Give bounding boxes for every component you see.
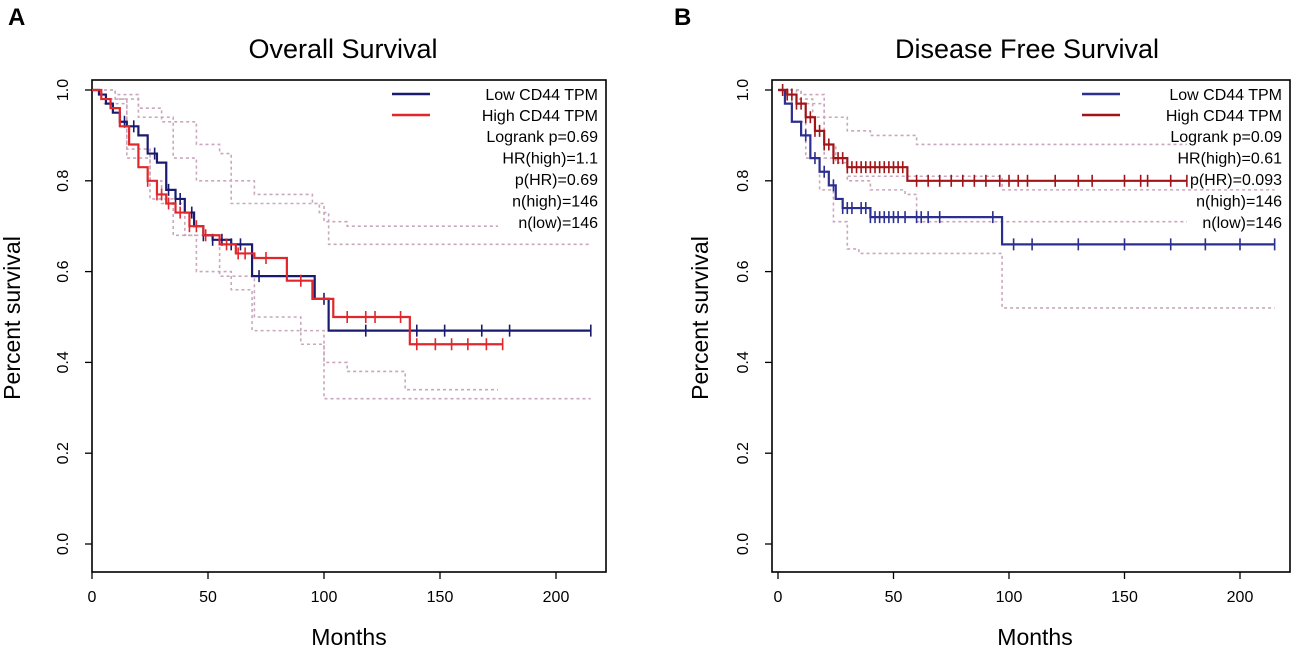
confidence-bands-a bbox=[92, 89, 591, 400]
survival-curve-high-cd44-tpm bbox=[778, 88, 1187, 182]
survival-curve-high-cd44-tpm bbox=[92, 88, 503, 346]
x-tick-label: 150 bbox=[1111, 589, 1138, 606]
x-axis-label-a: Months bbox=[311, 624, 386, 650]
y-tick-label: 0.8 bbox=[55, 170, 72, 192]
survival-curves-a bbox=[92, 88, 592, 351]
survival-curves-b bbox=[778, 84, 1276, 251]
y-tick-label: 0.0 bbox=[735, 533, 752, 555]
legend-stat: Logrank p=0.09 bbox=[1170, 129, 1282, 146]
x-tick-label: 50 bbox=[199, 589, 217, 606]
panel-letter-b: B bbox=[674, 4, 691, 31]
legend-stat: HR(high)=0.61 bbox=[1178, 151, 1283, 168]
y-tick-label: 0.6 bbox=[55, 260, 72, 282]
legend-stat: n(high)=146 bbox=[512, 194, 598, 211]
ci-band-line bbox=[778, 89, 1187, 223]
x-tick-label: 0 bbox=[88, 589, 97, 606]
ci-band-line bbox=[103, 102, 591, 400]
y-tick-label: 0.6 bbox=[735, 260, 752, 282]
x-tick-label: 150 bbox=[427, 589, 454, 606]
ci-band-line bbox=[103, 98, 498, 391]
y-tick-label: 0.8 bbox=[735, 170, 752, 192]
plot-frame-a bbox=[91, 79, 607, 573]
y-tick-label: 0.4 bbox=[55, 351, 72, 373]
y-axis-label-b: Percent survival bbox=[687, 236, 713, 400]
panel-disease-free-survival: B Disease Free Survival Months Percent s… bbox=[674, 4, 1291, 650]
legend-entry-label: High CD44 TPM bbox=[482, 108, 598, 125]
x-axis-label-b: Months bbox=[997, 624, 1072, 650]
chart-title-disease-free: Disease Free Survival bbox=[895, 34, 1159, 64]
ci-band-line bbox=[778, 89, 1187, 146]
legend-a: Low CD44 TPM High CD44 TPM Logrank p=0.69 H… bbox=[392, 87, 598, 232]
y-axis-label-a: Percent survival bbox=[0, 236, 25, 400]
x-tick-label: 200 bbox=[543, 589, 570, 606]
axis-ticks-a: 0 50 100 150 200 0.0 0.2 0.4 0.6 0.8 1.0 bbox=[55, 79, 569, 606]
y-tick-label: 0.2 bbox=[55, 442, 72, 464]
legend-stat: Logrank p=0.69 bbox=[486, 129, 598, 146]
legend-stat: n(low)=146 bbox=[518, 215, 598, 232]
ci-band-line bbox=[92, 89, 591, 246]
ci-band-line bbox=[92, 89, 498, 227]
legend-stat: n(low)=146 bbox=[1202, 215, 1282, 232]
x-tick-label: 100 bbox=[996, 589, 1023, 606]
axis-ticks-b: 0 50 100 150 200 0.0 0.2 0.4 0.6 0.8 1.0 bbox=[735, 79, 1253, 606]
y-tick-label: 0.0 bbox=[55, 533, 72, 555]
panel-overall-survival: A Overall Survival Months Percent surviv… bbox=[0, 4, 607, 650]
x-tick-label: 100 bbox=[311, 589, 338, 606]
legend-entry-label: Low CD44 TPM bbox=[1169, 87, 1282, 104]
legend-stat: p(HR)=0.093 bbox=[1190, 172, 1282, 189]
x-tick-label: 200 bbox=[1227, 589, 1254, 606]
legend-stat: n(high)=146 bbox=[1196, 194, 1282, 211]
legend-entry-label: Low CD44 TPM bbox=[485, 87, 598, 104]
legend-entry-label: High CD44 TPM bbox=[1166, 108, 1282, 125]
plot-frame-b bbox=[771, 79, 1291, 573]
legend-stat: HR(high)=1.1 bbox=[502, 151, 598, 168]
y-tick-label: 1.0 bbox=[735, 79, 752, 101]
y-tick-label: 1.0 bbox=[55, 79, 72, 101]
x-tick-label: 0 bbox=[774, 589, 783, 606]
legend-stat: p(HR)=0.69 bbox=[515, 172, 598, 189]
legend-b: Low CD44 TPM High CD44 TPM Logrank p=0.09 H… bbox=[1082, 87, 1282, 232]
panel-letter-a: A bbox=[8, 4, 25, 31]
y-tick-label: 0.4 bbox=[735, 351, 752, 373]
chart-title-overall: Overall Survival bbox=[248, 34, 437, 64]
y-tick-label: 0.2 bbox=[735, 442, 752, 464]
x-tick-label: 50 bbox=[885, 589, 903, 606]
